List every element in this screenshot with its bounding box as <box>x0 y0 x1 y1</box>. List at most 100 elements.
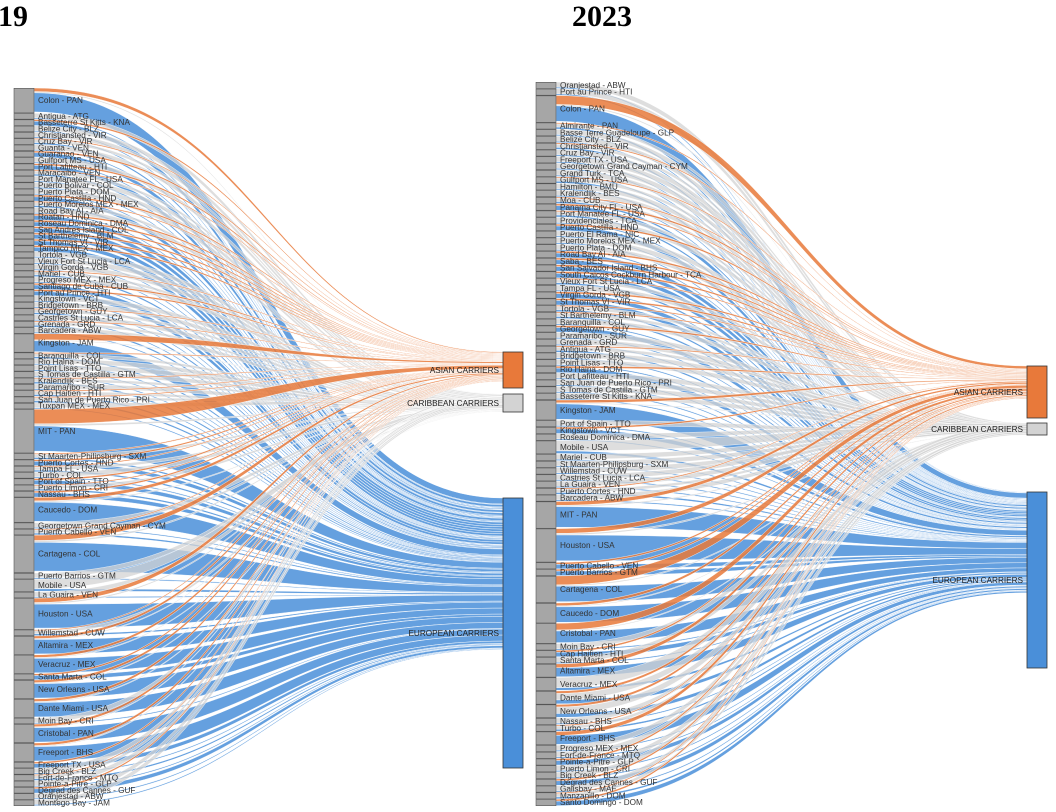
port-node-freeport-tx-usa <box>13 761 35 769</box>
port-label: Cartagena - COL <box>38 550 101 559</box>
carrier-label-european: EUROPEAN CARRIERS <box>932 576 1023 585</box>
port-node-vieux-fort-st-lucia-lca <box>13 258 35 265</box>
port-node-caucedo-dom <box>13 497 35 523</box>
port-node-port-au-prince-hti <box>535 88 557 96</box>
port-node-georgetown-guy <box>535 325 557 333</box>
port-label: Montego Bay - JAM <box>38 798 110 807</box>
port-label: Degrad des Cannes - GUF <box>38 786 135 795</box>
port-node-colon-pan <box>13 88 35 114</box>
port-node-pointe-a-pitre-glp <box>535 758 557 766</box>
port-label: Puerto Limon - CRI <box>560 764 630 773</box>
port-node-puerto-castilla-hnd <box>535 224 557 231</box>
port-label: Grenada - GRD <box>38 320 95 329</box>
port-node-puerto-cabello-ven <box>535 562 557 570</box>
port-node-grand-turk-tca <box>535 169 557 177</box>
port-label: Barcadera - ABW <box>38 326 102 335</box>
port-label: Port Lafitteau - HTI <box>38 162 107 171</box>
port-node-tampico-mex-mex <box>13 245 35 252</box>
port-label: St Barthelemy - BLM <box>560 311 636 320</box>
port-label: Tuxpan MEX - MEX <box>38 402 111 411</box>
port-label: Basseterre St Kitts - KNA <box>38 118 130 127</box>
port-label: Progreso MEX - MEX <box>38 276 117 285</box>
port-node-tortola-vgb <box>535 305 557 313</box>
port-node-willemstad-cuw <box>535 467 557 475</box>
port-label: Kingstown - VCT <box>38 295 99 304</box>
port-label: Cap Haitien - HTI <box>560 649 623 658</box>
port-node-tortola-vgb <box>13 251 35 259</box>
port-node-antigua-atg <box>535 345 557 353</box>
port-node-progreso-mex-mex <box>535 745 557 752</box>
port-node-kingstown-vct <box>535 427 557 434</box>
port-node-cap-haitien-hti <box>535 650 557 658</box>
port-label: Nassau - BHS <box>38 490 90 499</box>
panel-title: 2023 <box>572 0 632 33</box>
port-node-houston-usa <box>535 528 557 563</box>
port-label: Port au Prince - HTI <box>38 288 110 297</box>
port-node-freeport-bhs <box>13 743 35 762</box>
port-node-roseau-dominica-dma <box>13 220 35 227</box>
port-label: St Thomas VI - VIR <box>38 238 108 247</box>
port-node-road-bay-ai-aia <box>13 207 35 214</box>
port-label: New Orleans - USA <box>560 707 632 716</box>
port-label: Cruz Bay - VIR <box>38 137 93 146</box>
port-node-hamilton-bmu <box>535 183 557 191</box>
port-node-willemstad-cuw <box>13 629 35 636</box>
port-label: Puerto Limon - CRI <box>38 484 108 493</box>
port-label: Rio Haina - DOM <box>38 358 101 367</box>
port-node-puerto-cabello-ven <box>13 528 35 536</box>
port-label: Willemstad - CUW <box>560 467 627 476</box>
port-node-new-orleans-usa <box>13 680 35 699</box>
port-node-puerto-cortes-hnd <box>13 459 35 466</box>
port-label: Port Lafitteau - HTI <box>560 372 629 381</box>
port-node-virgin-gorda-vgb <box>535 291 557 299</box>
port-label: Puerto Cortes - HND <box>560 487 636 496</box>
port-label: Dante Miami - USA <box>560 693 631 702</box>
port-node-turbo-col <box>13 472 35 479</box>
port-node-roseau-dominica-dma <box>535 433 557 441</box>
port-label: S Tomas de Castilla - GTM <box>560 385 658 394</box>
port-node-montego-bay-jam <box>13 799 35 807</box>
port-label: St Barthelemy - BLM <box>38 232 114 241</box>
port-label: Dante Miami - USA <box>38 704 109 713</box>
port-label: Freeport TX - USA <box>38 761 106 770</box>
port-label: Georgetown Grand Cayman - CYM <box>38 521 166 530</box>
port-label: St Maarten-Philipsburg - SXM <box>38 452 146 461</box>
port-node-moa-cub <box>535 197 557 204</box>
port-label: Turbo - COL <box>38 471 84 480</box>
port-node-cruz-bay-vir <box>13 138 35 145</box>
port-node-basseterre-st-kitts-kna <box>535 393 557 401</box>
port-node-georgetown-grand-cayman-cym <box>535 163 557 170</box>
port-label: St Thomas VI - VIR <box>560 298 630 307</box>
port-label: Puerto El Rama - NIC <box>560 230 639 239</box>
port-label: Cap Haitien - HTI <box>38 389 101 398</box>
port-node-altamira-mex <box>535 663 557 678</box>
link-layer <box>33 87 504 806</box>
port-node-puerto-plata-dom <box>535 244 557 252</box>
carrier-node-asian <box>1026 365 1048 419</box>
port-node-gulfport-ms-usa <box>535 176 557 184</box>
port-label: Rio Haina - DOM <box>560 365 623 374</box>
port-label: Caucedo - DOM <box>38 506 97 515</box>
carrier-node-caribbean <box>502 393 524 413</box>
port-node-kralendijk-bes <box>13 377 35 385</box>
port-label: Big Creek - BLZ <box>38 767 96 776</box>
port-node-castries-st-lucia-lca <box>13 314 35 322</box>
port-node-kingston-jam <box>535 400 557 421</box>
port-node-barcadera-abw <box>535 494 557 502</box>
port-label: Grenada - GRD <box>560 338 617 347</box>
port-node-new-orleans-usa <box>535 704 557 719</box>
port-node-santa-marta-col <box>13 673 35 681</box>
port-node-oranjestad-abw <box>535 82 557 89</box>
port-label: Baranquilla - COL <box>38 351 104 360</box>
port-node-basseterre-st-kitts-kna <box>13 119 35 126</box>
port-node-fort-de-france-mtq <box>535 751 557 759</box>
port-label: Castries St Lucia - LCA <box>38 313 124 322</box>
port-label: Christiansted - VIR <box>560 142 629 151</box>
carrier-label-caribbean: CARIBBEAN CARRIERS <box>931 425 1023 434</box>
carrier-label-asian: ASIAN CARRIERS <box>430 366 500 375</box>
sankey-panel-2023: 2023 Oranjestad - ABW Port au Prince - HT… <box>528 0 1056 812</box>
panel-title: 2019 <box>0 0 28 33</box>
carrier-label-european: EUROPEAN CARRIERS <box>408 629 499 638</box>
port-label: Puerto Morelos MEX - MEX <box>560 237 661 246</box>
